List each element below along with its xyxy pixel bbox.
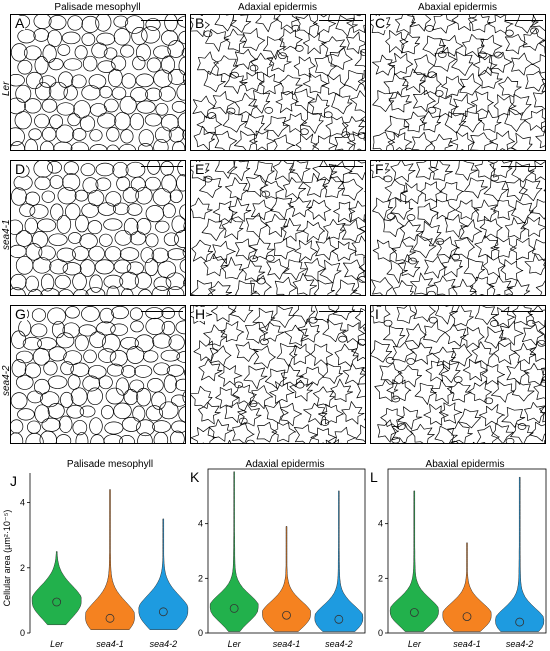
panel-letter: E [194,161,206,177]
median-marker [52,597,62,607]
median-marker [462,612,472,622]
median-marker [409,608,419,617]
panel-letter: H [194,306,207,322]
panel-letter: K [190,469,200,485]
median-marker [515,617,525,627]
scale-bar [141,20,183,21]
median-marker [229,603,239,613]
scale-bar [319,166,363,167]
panel-h: H [190,305,366,444]
x-tick-label: Ler [228,639,242,649]
x-tick-label: sea4-2 [150,639,178,649]
panel-letter: I [374,306,380,322]
x-tick-label: sea4-2 [325,639,353,649]
x-tick-label: Ler [50,639,64,649]
y-axis-label: Cellular area (µm²·10⁻⁵) [2,510,12,607]
x-tick-label: sea4-2 [506,639,534,649]
y-tick-label: 2 [378,573,383,583]
cell-outline-drawing [371,306,545,443]
scale-bar [501,166,543,167]
panel-letter: C [374,15,387,31]
x-tick-label: sea4-1 [273,639,301,649]
scale-bar [505,20,543,21]
x-tick-label: sea4-1 [96,639,124,649]
panel-letter: D [14,161,27,177]
cell-outline-drawing [371,15,545,150]
panel-letter: J [10,473,17,489]
cell-outline-drawing [11,15,185,150]
panel-d: D [10,160,186,296]
cell-outline-drawing [191,306,365,443]
violin-sea4-1 [442,542,492,632]
y-tick-label: 4 [20,498,25,508]
panel-f: F [370,160,546,296]
violin-chart-k: K 0 2 4 Ler sea4-1 sea4-2 [190,468,366,649]
plot-title-l: Abaxial epidermis [425,459,505,470]
median-marker [105,613,115,623]
panel-letter: L [370,469,378,485]
panel-a: A [10,14,186,151]
panel-i: I [370,305,546,444]
violin-sea4-1 [85,489,135,630]
x-tick-label: sea4-1 [453,639,481,649]
scale-bar [141,166,183,167]
column-title-adaxial: Adaxial epidermis [238,2,317,13]
plot-frame [207,468,366,634]
scale-bar [319,20,363,21]
y-tick-label: 2 [20,563,25,573]
column-title-palisade: Palisade mesophyll [54,2,141,13]
x-tick-label: Ler [408,639,422,649]
plot-frame [387,468,547,634]
y-tick-label: 0 [20,628,25,638]
violin-sea4-2 [314,490,364,632]
median-marker [334,614,344,624]
cell-outline-drawing [11,306,185,443]
violin-ler [209,471,259,632]
y-tick-label: 2 [198,573,203,583]
scale-bar [141,311,183,312]
median-marker [282,610,291,620]
y-tick-label: 0 [198,628,203,638]
y-tick-label: 0 [378,628,383,638]
cell-outline-drawing [11,161,185,295]
plot-title-j: Palisade mesophyll [66,459,154,470]
median-marker [158,607,168,617]
scale-bar [319,311,363,312]
violin-chart-l: L 0 2 4 Ler sea4-1 sea4-2 [370,468,547,649]
violin-sea4-2 [138,518,189,630]
panel-b: B [190,14,366,151]
panel-letter: B [194,15,206,31]
cell-outline-drawing [191,161,365,295]
violin-sea4-1 [262,526,311,632]
panel-letter: F [374,161,385,177]
y-tick-label: 4 [198,519,203,529]
violin-ler [31,551,82,626]
column-title-abaxial: Abaxial epidermis [418,2,497,13]
violin-sea4-2 [495,476,545,632]
cell-outline-drawing [191,15,365,150]
violin-ler [389,490,439,632]
panel-letter: G [14,306,27,322]
violin-chart-j: J 0 2 4 Cellular area (µm²·10⁻⁵) Ler sea4-1 sea… [2,473,189,649]
panel-e: E [190,160,366,296]
violin-plots: J 0 2 4 Cellular area (µm²·10⁻⁵) Ler sea4-1 sea… [2,468,547,649]
plot-title-k: Adaxial epidermis [245,459,325,470]
y-tick-label: 4 [378,519,383,529]
panel-c: C [370,14,546,151]
panel-g: G [10,305,186,444]
panel-letter: A [14,15,26,31]
scale-bar [501,311,543,312]
cell-outline-drawing [371,161,545,295]
